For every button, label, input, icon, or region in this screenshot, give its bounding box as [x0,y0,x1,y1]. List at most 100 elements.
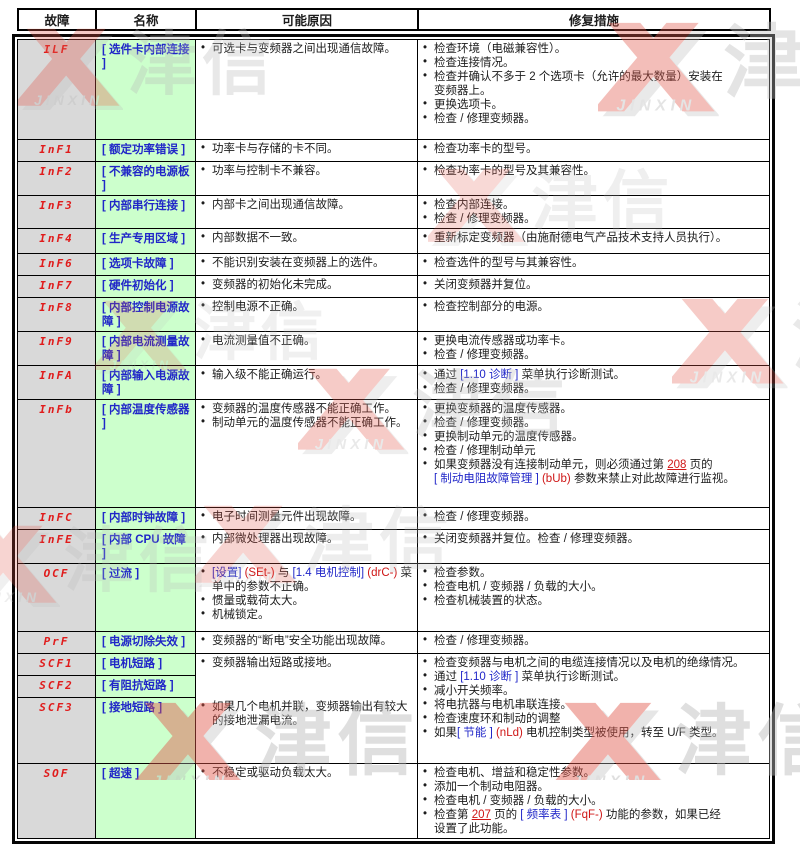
repair-measures-cell: • 检查内部连接。 • 检查 / 修理变频器。 [417,195,770,230]
possible-causes-cell: • 内部微处理器出现故障。 [195,529,418,565]
fault-name: [ 生产专用区域 ] [95,228,196,255]
bullet-item: • 检查电机、增益和稳定性参数。 [422,766,765,780]
bullet-text: 检查 / 修理变频器。 [434,417,536,430]
bullet-item: • 输入级不能正确运行。 [200,368,413,382]
fault-name: [ 接地短路 ] [95,697,196,765]
column-header-2: 名称 [95,8,197,31]
fault-code: InFE [39,533,74,547]
possible-causes-cell: • 内部数据不一致。 [195,228,418,255]
table-row-InFC: InFC [ 内部时钟故障 ] • 电子时间测量元件出现故障。 • 检查 / 修理变频器。 [17,507,770,531]
bullet-text: 内部卡之间出现通信故障。 [212,199,350,212]
bullet-text: 关闭变频器并复位。检查 / 修理变频器。 [434,533,640,546]
bullet-item: • 检查第 207 页的 [ 频率表 ] (FqF-) 功能的参数，如果已经 设置了… [422,808,765,836]
bullet-item: • 检查参数。 [422,566,765,580]
fault-code: InF8 [39,301,74,315]
bullet-item: • 更换变频器的温度传感器。 [422,402,765,416]
fault-name: [ 内部时钟故障 ] [95,507,196,531]
bullet-icon: • [201,164,206,176]
bullet-text: 检查功率卡的型号。 [434,143,538,155]
bullet-icon: • [201,231,206,244]
fault-code-cell: InF1 [17,139,96,162]
repair-measures-cell: • 更换变频器的温度传感器。 • 检查 / 修理变频器。 • 更换制动单元的温度传感器。 •… [417,399,770,509]
bullet-text: 如果变频器没有连接制动单元，则必须通过第 208 页的[ 制动电阻故障管理 ] … [434,459,735,486]
bullet-icon: • [423,532,428,545]
bullet-text: 更换电流传感器或功率卡。 [434,335,572,348]
bullet-item: • 惯量或载荷太大。 [200,594,413,608]
menu-ref: [设置] [212,567,242,580]
bullet-item: • 将电抗器与电机串联连接。 [422,698,765,712]
bullet-icon: • [423,70,428,83]
bullet-icon: • [201,656,206,669]
bullet-item: • 检查 / 修理变频器。 [422,112,765,126]
bullet-text: 将电抗器与电机串联连接。 [434,699,572,712]
bullet-icon: • [201,594,206,607]
fault-code-cell: PrF [17,631,96,655]
bullet-item: • 如果变频器没有连接制动单元，则必须通过第 208 页的[ 制动电阻故障管理 ]… [422,458,765,486]
possible-causes-cell: • 变频器的温度传感器不能正确工作。 • 制动单元的温度传感器不能正确工作。 [195,399,418,509]
bullet-item: • 内部卡之间出现通信故障。 [200,198,413,212]
bullet-icon: • [423,430,428,443]
bullet-text: 内部数据不一致。 [212,232,304,245]
bullet-item: • 更换制动单元的温度传感器。 [422,430,765,444]
bullet-item: • 如果[ 节能 ] (nLd) 电机控制类型被使用，转至 U/F 类型。 [422,726,765,740]
table-row-SCF3: SCF3 [ 接地短路 ] [17,697,770,765]
page-link[interactable]: 208 [667,459,687,472]
possible-causes-cell: • 控制电源不正确。 [195,297,418,333]
bullet-text: 更换变频器的温度传感器。 [434,403,572,416]
bullet-icon: • [201,198,206,211]
bullet-text: 检查并确认不多于 2 个选项卡（允许的最大数量）安装在 变频器上。 [434,71,723,98]
bullet-item: • 不稳定或驱动负载太大。 [200,766,413,780]
bullet-text: 检查参数。 [434,567,492,580]
bullet-item: • 控制电源不正确。 [200,300,413,314]
bullet-icon: • [201,766,206,779]
bullet-icon: • [423,98,428,111]
bullet-text: 检查 / 修理变频器。 [434,113,536,126]
fault-code-cell: SCF1 [17,653,96,677]
bullet-icon: • [423,566,428,579]
bullet-icon: • [423,808,428,821]
possible-causes-cell: • 变频器的初始化未完成。 [195,275,418,299]
table-row-SCF2: SCF2 [ 有阻抗短路 ] [17,675,770,699]
bullet-icon: • [423,794,428,807]
bullet-text: 通过 [1.10 诊断 ] 菜单执行诊断测试。 [434,671,626,684]
fault-name: [ 不兼容的电源板 ] [95,160,196,197]
bullet-icon: • [423,726,428,739]
bullet-icon: • [423,510,428,523]
bullet-item: • 变频器输出短路或接地。 [200,656,413,670]
bullet-icon: • [423,656,428,669]
column-header-1: 故障 [17,8,97,31]
repair-measures-cell: • 检查参数。 • 检查电机 / 变频器 / 负载的大小。 • 检查机械装置的状态。 [417,563,770,633]
menu-ref: [1.10 诊断 ] [460,671,519,684]
bullet-icon: • [201,402,206,415]
watermark-cn-text: 津信 [792,297,800,379]
bullet-icon: • [423,684,428,697]
fault-code: InF2 [39,165,74,178]
fault-code: InF6 [39,257,74,271]
table-row-InF8: InF8 [ 内部控制电源故障 ] • 控制电源不正确。 • 检查控制部分的电源。 [17,297,770,333]
bullet-text: 添加一个制动电阻器。 [434,781,549,794]
bullet-item: • 检查 / 修理变频器。 [422,348,765,362]
table-outer-frame: ILF [ 选件卡内部连接 ] • 可选卡与变频器之间出现通信故障。 • 检查环境（电磁兼… [12,34,775,845]
fault-code-cell: InF9 [17,331,96,367]
fault-name: [ 过流 ] [95,563,196,633]
fault-code-cell: InFA [17,365,96,401]
page-link[interactable]: 207 [471,809,491,822]
bullet-icon: • [201,368,206,381]
bullet-icon: • [201,142,206,154]
repair-measures-cell: • 关闭变频器并复位。检查 / 修理变频器。 [417,529,770,565]
bullet-item: • [设置] (SEt-) 与 [1.4 电机控制] (drC-) 菜单中的参数不… [200,566,413,594]
bullet-item: • 检查电机 / 变频器 / 负载的大小。 [422,794,765,808]
bullet-item: • 检查功率卡的型号及其兼容性。 [422,164,765,178]
bullet-text: 检查连接情况。 [434,57,515,70]
bullet-item: • 重新标定变频器（由施耐德电气产品技术支持人员执行）。 [422,231,765,245]
bullet-icon: • [201,566,206,579]
bullet-text: 重新标定变频器（由施耐德电气产品技术支持人员执行）。 [434,232,728,245]
table-row-InF3: InF3 [ 内部串行连接 ] • 内部卡之间出现通信故障。 • 检查内部连接。 • 检查 /… [17,195,770,230]
table-row-InF1: InF1 [ 额定功率错误 ] • 功率卡与存储的卡不同。 • 检查功率卡的型号。 [17,139,770,162]
bullet-icon: • [423,458,428,471]
fault-name: [ 电源切除失效 ] [95,631,196,655]
bullet-item: • 通过 [1.10 诊断 ] 菜单执行诊断测试。 [422,670,765,684]
bullet-item: • 内部数据不一致。 [200,231,413,245]
bullet-item: • 电子时间测量元件出现故障。 [200,510,413,524]
fault-code: SCF1 [39,657,74,671]
